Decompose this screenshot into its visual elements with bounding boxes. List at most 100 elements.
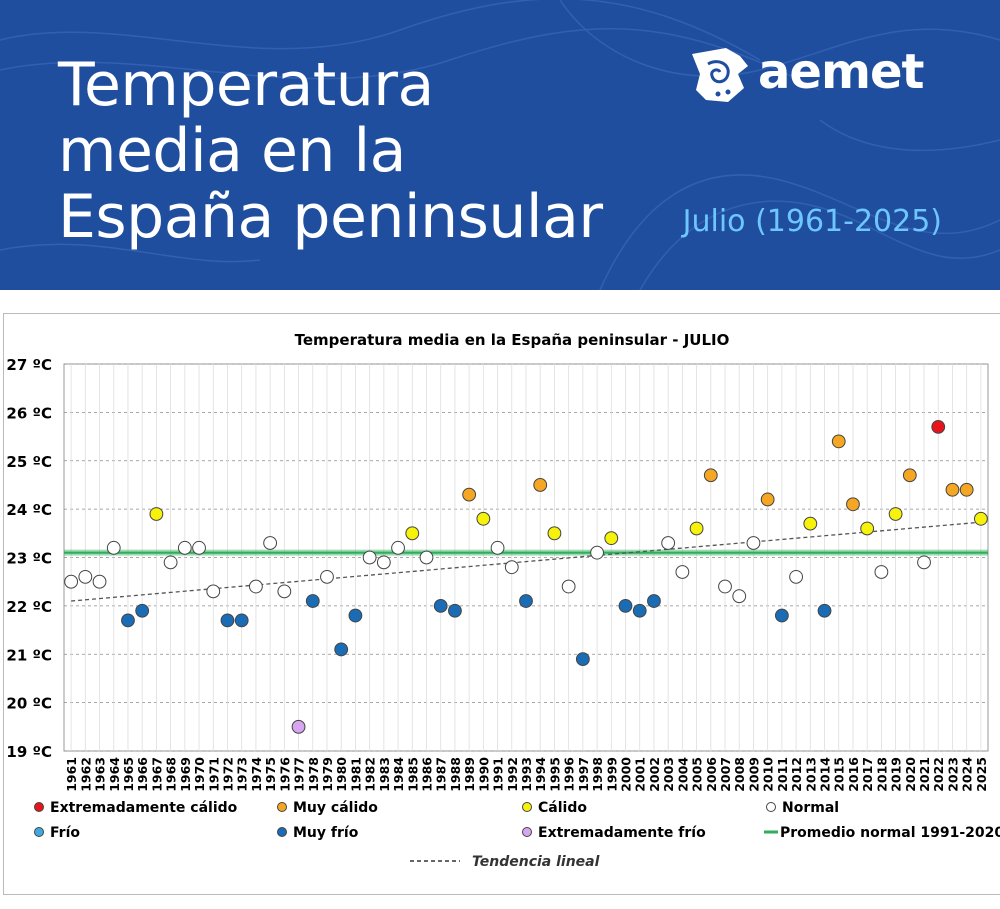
data-point-2002 xyxy=(647,594,661,608)
x-tick-label: 1963 xyxy=(93,757,108,792)
data-point-1985 xyxy=(405,526,420,541)
x-tick-label: 2015 xyxy=(832,757,847,792)
data-point-1989 xyxy=(462,487,477,502)
x-tick-label: 1972 xyxy=(220,757,235,792)
x-tick-label: 1979 xyxy=(320,757,335,792)
data-point-1963 xyxy=(92,574,107,589)
x-tick-label: 1974 xyxy=(249,757,264,792)
legend-label-normal-mean: Promedio normal 1991-2020 xyxy=(780,825,1000,841)
page-title-line-1: Temperatura xyxy=(58,50,434,120)
data-point-1970 xyxy=(192,540,206,555)
y-tick-label: 25 ºC xyxy=(6,453,52,471)
x-tick-label: 1980 xyxy=(334,757,349,792)
data-point-1961 xyxy=(64,574,79,589)
legend-label-normal: Normal xyxy=(782,800,839,816)
data-point-1988 xyxy=(448,603,462,618)
data-point-1984 xyxy=(391,540,405,555)
x-tick-label: 2004 xyxy=(675,757,690,792)
data-point-1994 xyxy=(533,478,548,492)
data-point-1998 xyxy=(590,545,604,560)
x-tick-label: 2012 xyxy=(789,757,804,792)
page-title-line-2: media en la xyxy=(58,116,406,186)
data-point-2020 xyxy=(902,468,917,483)
page-subtitle: Julio (1961-2025) xyxy=(682,204,942,239)
x-axis-ticks: 1961 1962 1963 1964 1965 1966 1967 1968 1969 1970… xyxy=(64,757,989,792)
x-tick-label: 1992 xyxy=(505,757,520,792)
y-tick-label: 23 ºC xyxy=(6,550,52,568)
x-tick-label: 1991 xyxy=(491,757,506,792)
x-tick-label: 1964 xyxy=(107,757,122,792)
x-tick-label: 1962 xyxy=(78,757,93,792)
data-point-1982 xyxy=(362,550,377,565)
x-tick-label: 1965 xyxy=(121,757,136,792)
x-tick-label: 2005 xyxy=(690,757,705,792)
data-point-2023 xyxy=(945,482,960,497)
data-point-1981 xyxy=(348,608,363,623)
y-tick-label: 19 ºC xyxy=(6,743,52,761)
x-tick-label: 1978 xyxy=(306,757,321,792)
trend-line xyxy=(71,521,981,602)
x-tick-label: 2025 xyxy=(974,757,989,792)
legend-marker-normal xyxy=(766,802,776,812)
data-point-1999 xyxy=(604,531,619,546)
data-point-1968 xyxy=(163,555,178,570)
x-tick-label: 1997 xyxy=(576,757,591,792)
x-tick-label: 2014 xyxy=(818,757,833,792)
data-point-1979 xyxy=(320,569,334,584)
x-tick-label: 2000 xyxy=(619,757,634,792)
data-point-1971 xyxy=(206,584,221,599)
data-point-2013 xyxy=(803,516,818,531)
x-tick-label: 2022 xyxy=(931,757,946,792)
data-point-1972 xyxy=(220,613,235,628)
data-point-1977 xyxy=(291,719,306,734)
x-tick-label: 2008 xyxy=(732,757,747,792)
x-tick-label: 2016 xyxy=(846,757,861,792)
x-tick-label: 1999 xyxy=(604,757,619,792)
data-point-1991 xyxy=(490,540,505,555)
x-tick-label: 1967 xyxy=(149,757,164,792)
x-tick-label: 2024 xyxy=(960,757,975,792)
data-point-1974 xyxy=(249,579,263,594)
data-point-2017 xyxy=(860,521,875,536)
x-tick-label: 2011 xyxy=(775,757,790,792)
data-point-1967 xyxy=(149,507,164,521)
x-tick-label: 1990 xyxy=(476,757,491,792)
x-tick-label: 1971 xyxy=(206,757,221,792)
x-tick-label: 2018 xyxy=(874,757,889,792)
grid xyxy=(63,363,989,752)
x-tick-label: 1973 xyxy=(235,757,250,792)
data-point-2016 xyxy=(846,497,860,512)
data-point-1987 xyxy=(433,598,448,613)
y-tick-label: 21 ºC xyxy=(6,646,52,664)
data-point-2025 xyxy=(973,511,988,526)
data-points xyxy=(64,419,988,734)
legend-label-frio: Frío xyxy=(50,825,80,841)
data-point-2008 xyxy=(732,589,747,604)
data-point-1965 xyxy=(121,613,135,628)
x-tick-label: 2020 xyxy=(903,757,918,792)
x-tick-label: 1975 xyxy=(263,757,278,792)
temperature-chart: Temperatura media en la España peninsula… xyxy=(6,331,1000,870)
x-tick-label: 2001 xyxy=(633,757,648,792)
data-point-1975 xyxy=(263,536,278,550)
data-point-2009 xyxy=(746,536,761,550)
x-tick-label: 1988 xyxy=(448,757,463,792)
x-tick-label: 1998 xyxy=(590,757,605,792)
legend-label-ext_frio: Extremadamente frío xyxy=(538,825,706,841)
x-tick-label: 2006 xyxy=(704,757,719,792)
data-point-2006 xyxy=(703,468,718,483)
legend-marker-ext_calido xyxy=(34,802,44,812)
aemet-logo: aemet xyxy=(688,44,948,108)
background-contour-lines xyxy=(0,0,1000,290)
data-point-1983 xyxy=(376,555,391,570)
x-tick-label: 1969 xyxy=(178,757,193,792)
aemet-logo-text: aemet xyxy=(758,44,924,100)
data-point-2007 xyxy=(718,579,732,594)
legend-marker-muy_frio xyxy=(277,827,287,837)
x-tick-label: 1985 xyxy=(405,757,420,792)
data-point-1962 xyxy=(78,569,93,584)
x-tick-label: 1984 xyxy=(391,757,406,792)
x-tick-label: 2010 xyxy=(761,757,776,792)
x-tick-label: 1989 xyxy=(462,757,477,792)
x-tick-label: 1961 xyxy=(64,757,79,792)
